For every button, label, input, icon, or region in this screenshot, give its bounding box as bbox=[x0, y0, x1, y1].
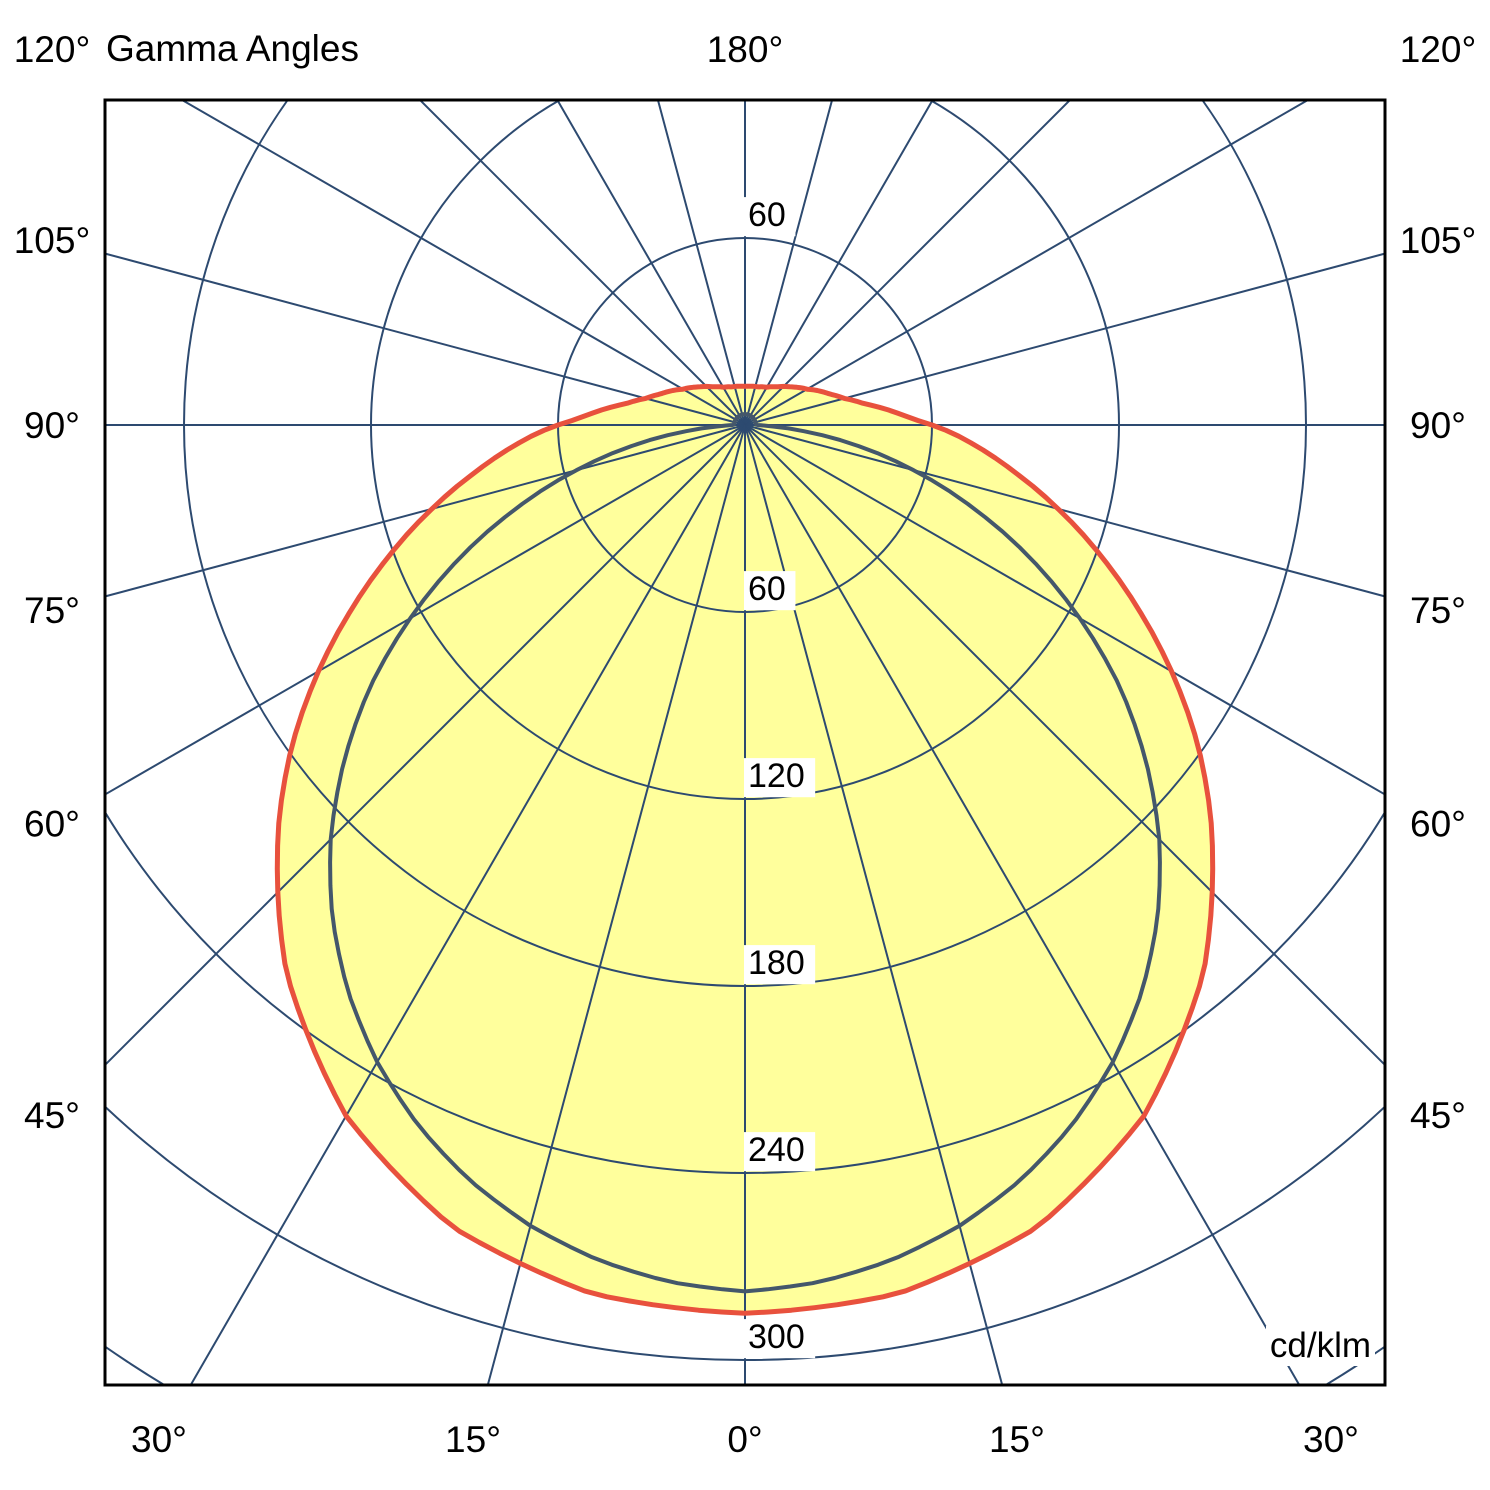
grid-radial-line bbox=[744, 424, 1385, 796]
gamma-angle-label: 15° bbox=[989, 1419, 1045, 1460]
grid-radial-line bbox=[486, 424, 746, 1385]
gamma-angle-label: 60° bbox=[24, 803, 80, 844]
gamma-angle-label: 75° bbox=[1410, 590, 1466, 631]
gamma-angle-label: 120° bbox=[1400, 29, 1477, 70]
label-backdrop bbox=[744, 1319, 816, 1359]
gamma-angle-label: 90° bbox=[24, 405, 80, 446]
grid-radial-line bbox=[189, 424, 746, 1385]
inner-line-curve bbox=[328, 412, 1162, 1294]
gamma-angle-label: 180° bbox=[707, 29, 784, 70]
gamma-angle-label: 60° bbox=[1410, 803, 1466, 844]
label-backdrop bbox=[744, 758, 816, 798]
radial-tick-label: 300 bbox=[748, 1318, 805, 1356]
label-backdrop bbox=[744, 571, 796, 611]
gamma-angle-label: 105° bbox=[14, 220, 91, 261]
chart-frame bbox=[103, 98, 1387, 1387]
grid-radial-line bbox=[744, 100, 834, 426]
grid-radial-line bbox=[744, 424, 1385, 1067]
label-backdrop bbox=[744, 945, 816, 985]
gamma-angle-label: 105° bbox=[1400, 220, 1477, 261]
gamma-angle-label: 30° bbox=[1303, 1419, 1359, 1460]
grid-radial-line bbox=[744, 424, 1301, 1385]
grid-radial-line bbox=[105, 424, 746, 796]
grid-radial-line bbox=[744, 100, 934, 426]
grid-radial-line bbox=[744, 100, 1310, 426]
label-backdrop bbox=[744, 1132, 816, 1172]
grid-radial-line bbox=[656, 100, 746, 426]
radial-tick-label: 180 bbox=[748, 944, 805, 982]
gamma-angle-label: 75° bbox=[24, 590, 80, 631]
radial-tick-label: 120 bbox=[748, 757, 805, 795]
gamma-angle-label: 15° bbox=[445, 1419, 501, 1460]
gamma-angle-label: 90° bbox=[1410, 405, 1466, 446]
grid-radial-line bbox=[105, 424, 746, 598]
gamma-angle-label: 30° bbox=[131, 1419, 187, 1460]
gamma-angle-label: 0° bbox=[727, 1419, 762, 1460]
gamma-angle-label: 120° bbox=[14, 29, 91, 70]
label-backdrop bbox=[744, 197, 796, 237]
radial-tick-label: 240 bbox=[748, 1131, 805, 1169]
grid-radial-line bbox=[105, 424, 746, 1067]
grid-radial-line bbox=[105, 252, 746, 426]
grid-radial-line bbox=[180, 100, 746, 426]
gamma-angle-label: 45° bbox=[24, 1095, 80, 1136]
grid-radial-line bbox=[744, 100, 1072, 426]
radial-tick-label: 60 bbox=[748, 570, 786, 608]
chart-title: Gamma Angles bbox=[106, 28, 359, 69]
gamma-angle-label: 45° bbox=[1410, 1095, 1466, 1136]
grid-radial-line bbox=[418, 100, 746, 426]
grid-radial-line bbox=[744, 424, 1004, 1385]
grid-radial-line bbox=[556, 100, 746, 426]
unit-label: cd/klm bbox=[1265, 1326, 1375, 1366]
radial-tick-label: 60 bbox=[748, 196, 786, 234]
grid-radial-line bbox=[744, 424, 1385, 598]
outer-filled-curve bbox=[274, 383, 1216, 1316]
grid-radial-line bbox=[744, 252, 1385, 426]
